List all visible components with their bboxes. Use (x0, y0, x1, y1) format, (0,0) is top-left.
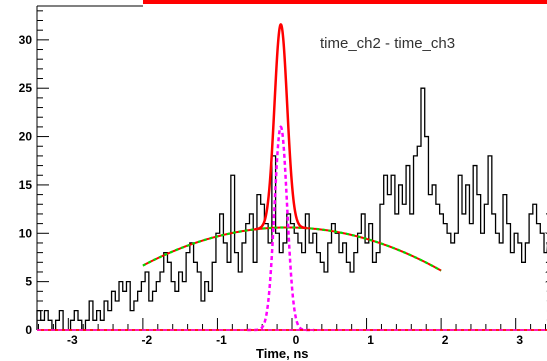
y-tick-label: 20 (19, 130, 33, 144)
x-tick-label: 2 (442, 333, 449, 347)
y-tick-label: 30 (19, 33, 33, 47)
y-tick-label: 0 (25, 323, 32, 337)
x-tick-label: -1 (216, 333, 227, 347)
chart-title: time_ch2 - time_ch3 (320, 35, 455, 52)
total-fit-line (254, 22, 308, 231)
x-tick-label: 1 (367, 333, 374, 347)
y-tick-label: 10 (19, 226, 33, 240)
x-tick-label: 0 (293, 333, 300, 347)
y-tick-label: 15 (19, 178, 33, 192)
top-red-bar (143, 0, 547, 4)
plot-area: 0 5 10 15 20 25 30 -3 -2 -1 0 1 2 3 (19, 6, 547, 347)
x-tick-label: -2 (142, 333, 153, 347)
background-overlay-line (142, 226, 442, 272)
y-tick-label: 25 (19, 81, 33, 95)
x-tick-label: 3 (516, 333, 523, 347)
x-axis-title: Time, ns (256, 346, 309, 361)
background-fit-line (142, 226, 442, 272)
y-tick-label: 5 (25, 275, 32, 289)
x-tick-label: -3 (67, 333, 78, 347)
histogram-series (36, 87, 547, 331)
peak-fit-line (247, 125, 315, 332)
